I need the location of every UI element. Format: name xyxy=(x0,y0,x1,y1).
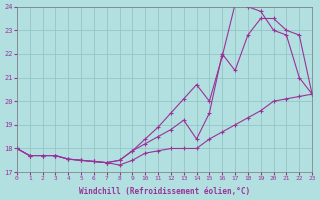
X-axis label: Windchill (Refroidissement éolien,°C): Windchill (Refroidissement éolien,°C) xyxy=(79,187,250,196)
